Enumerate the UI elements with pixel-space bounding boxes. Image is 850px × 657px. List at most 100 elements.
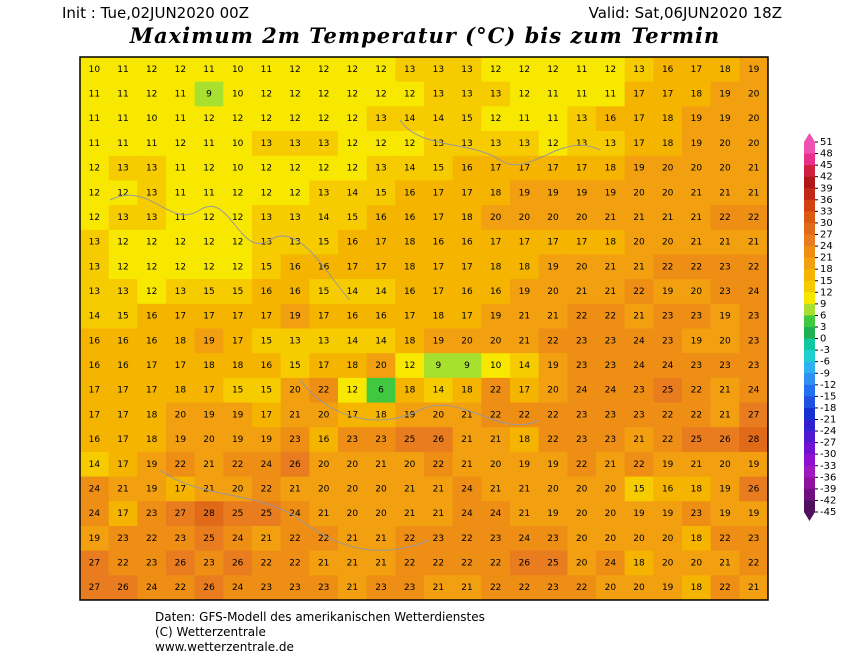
temp-cell xyxy=(137,229,167,255)
temp-cell xyxy=(338,451,368,478)
temp-label: 12 xyxy=(318,164,329,174)
colorbar-segment xyxy=(804,280,815,293)
temp-label: 19 xyxy=(289,312,301,322)
temp-cell xyxy=(682,254,712,280)
colorbar-label: -33 xyxy=(820,461,836,472)
temp-cell xyxy=(223,131,253,157)
temp-cell xyxy=(596,476,626,502)
temp-cell xyxy=(624,155,654,181)
temp-label: 23 xyxy=(748,312,759,322)
temp-cell xyxy=(510,279,540,305)
temp-cell xyxy=(538,229,568,255)
temp-label: 15 xyxy=(289,361,300,371)
temp-label: 22 xyxy=(175,460,186,470)
temp-cell xyxy=(424,550,454,576)
temp-label: 21 xyxy=(605,287,616,297)
colorbar-label: -12 xyxy=(820,380,836,391)
temp-label: 9 xyxy=(464,361,470,371)
temp-cell xyxy=(653,57,683,83)
temp-cell xyxy=(366,402,396,428)
temp-label: 9 xyxy=(435,361,441,371)
temp-cell xyxy=(538,106,568,132)
temp-label: 15 xyxy=(117,312,128,322)
temp-cell xyxy=(194,131,224,157)
temp-label: 20 xyxy=(605,484,617,494)
temp-cell xyxy=(739,525,769,552)
temp-label: 12 xyxy=(261,114,272,124)
temp-label: 21 xyxy=(404,509,415,519)
colorbar-label: 6 xyxy=(820,310,826,321)
temp-cell xyxy=(624,57,654,83)
temp-cell xyxy=(567,57,597,83)
temp-label: 13 xyxy=(318,188,329,198)
temp-label: 22 xyxy=(576,460,587,470)
temp-cell xyxy=(338,229,368,255)
temp-label: 16 xyxy=(117,361,129,371)
temp-cell xyxy=(252,131,282,157)
temp-cell xyxy=(194,328,224,354)
temp-cell xyxy=(481,57,511,83)
temp-cell xyxy=(567,229,597,255)
temp-label: 19 xyxy=(662,583,674,593)
temp-label: 11 xyxy=(146,139,157,149)
colorbar-label: 15 xyxy=(820,276,833,287)
colorbar-label: -3 xyxy=(820,345,830,356)
temp-cell xyxy=(80,279,110,305)
temp-cell xyxy=(739,106,769,132)
temp-label: 12 xyxy=(175,262,186,272)
temp-label: 19 xyxy=(519,287,531,297)
temp-label: 16 xyxy=(461,238,473,248)
temp-label: 22 xyxy=(547,336,558,346)
temp-label: 22 xyxy=(289,558,300,568)
temp-label: 25 xyxy=(232,509,243,519)
temp-label: 12 xyxy=(89,188,100,198)
temp-label: 11 xyxy=(89,114,100,124)
temp-cell xyxy=(596,279,626,305)
temp-label: 12 xyxy=(404,139,415,149)
temp-label: 19 xyxy=(605,188,617,198)
colorbar-segment xyxy=(804,292,815,305)
temp-cell xyxy=(424,328,454,354)
temp-label: 21 xyxy=(576,287,587,297)
temp-cell xyxy=(309,353,339,379)
temp-cell xyxy=(624,303,654,329)
temp-cell xyxy=(309,229,339,255)
colorbar-label: 24 xyxy=(820,241,833,252)
temp-cell xyxy=(653,525,683,552)
temp-label: 16 xyxy=(146,336,158,346)
temp-label: 13 xyxy=(146,164,157,174)
temp-cell xyxy=(80,353,110,379)
temp-cell xyxy=(166,279,196,305)
temp-label: 18 xyxy=(662,114,674,124)
temp-label: 12 xyxy=(175,238,186,248)
temp-label: 15 xyxy=(232,287,243,297)
temp-cell xyxy=(510,451,540,478)
temp-label: 27 xyxy=(748,410,759,420)
temp-cell xyxy=(682,377,712,404)
temp-label: 20 xyxy=(375,484,387,494)
temp-label: 12 xyxy=(146,238,157,248)
temp-cell xyxy=(280,550,310,576)
temp-label: 17 xyxy=(89,410,100,420)
temp-cell xyxy=(567,81,597,107)
colorbar-segment xyxy=(804,257,815,270)
temp-cell xyxy=(596,180,626,206)
temp-cell xyxy=(395,155,425,181)
temp-cell xyxy=(538,254,568,280)
temp-cell xyxy=(395,501,425,527)
temp-label: 12 xyxy=(289,65,300,75)
temp-label: 19 xyxy=(89,534,101,544)
colorbar-label: -30 xyxy=(820,449,836,460)
temp-label: 16 xyxy=(261,361,273,371)
temp-cell xyxy=(137,254,167,280)
temp-cell xyxy=(710,353,740,379)
temp-cell xyxy=(682,279,712,305)
temp-label: 18 xyxy=(490,262,502,272)
temp-label: 11 xyxy=(576,90,587,100)
temp-label: 20 xyxy=(662,238,674,248)
temp-cell xyxy=(424,575,454,601)
temp-cell xyxy=(309,451,339,478)
temp-label: 13 xyxy=(117,213,128,223)
colorbar-segment xyxy=(804,165,815,177)
temp-cell xyxy=(624,205,654,231)
